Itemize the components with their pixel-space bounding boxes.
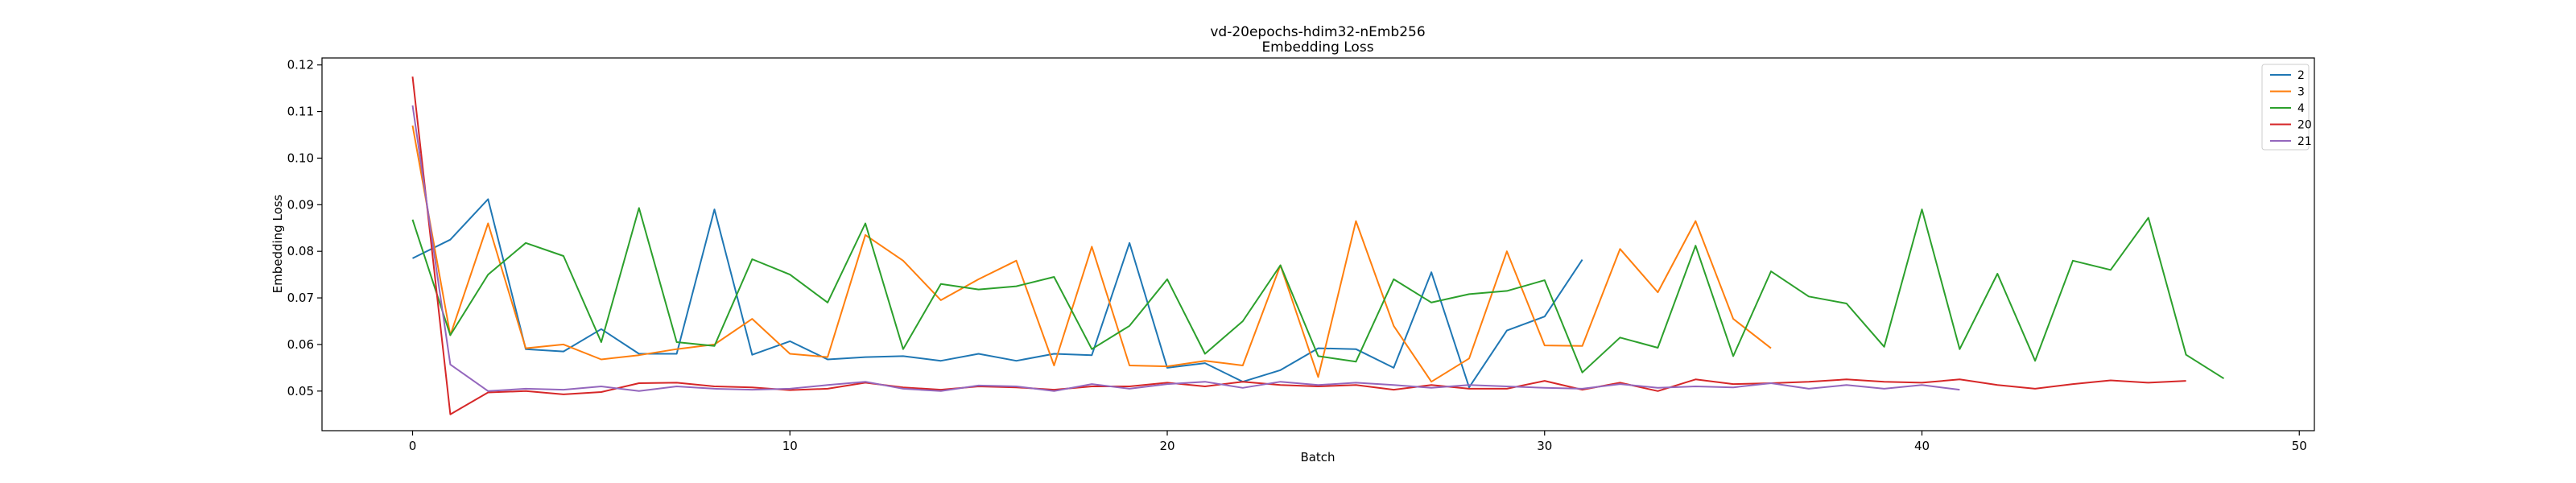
legend-label-20: 20	[2297, 119, 2312, 132]
y-tick-label: 0.09	[287, 197, 314, 212]
y-tick-label: 0.08	[287, 244, 314, 258]
y-tick-label: 0.06	[287, 337, 314, 352]
chart-subtitle: Embedding Loss	[1261, 39, 1373, 56]
y-axis-label: Embedding Loss	[270, 194, 285, 293]
y-tick-label: 0.12	[287, 58, 314, 72]
series-line-2	[412, 198, 1583, 389]
legend-label-2: 2	[2297, 69, 2305, 82]
x-tick-label: 50	[2292, 439, 2307, 453]
y-axis: 0.05 0.06 0.07 0.08 0.09 0.10 0.11 0.12	[287, 58, 322, 398]
y-tick-label: 0.11	[287, 105, 314, 119]
legend-label-21: 21	[2297, 135, 2312, 148]
legend-label-4: 4	[2297, 102, 2305, 115]
x-axis-label: Batch	[1300, 450, 1335, 464]
legend-label-3: 3	[2297, 86, 2305, 99]
x-tick-label: 10	[782, 439, 798, 453]
series-line-20	[411, 76, 2186, 415]
series-line-4	[411, 207, 2225, 380]
x-tick-label: 40	[1914, 439, 1930, 453]
y-tick-label: 0.05	[287, 384, 314, 398]
y-tick-label: 0.10	[287, 151, 314, 165]
x-tick-label: 20	[1159, 439, 1174, 453]
x-axis: 0 10 20 30 40 50	[409, 431, 2307, 453]
axes-frame	[321, 57, 2315, 431]
y-tick-label: 0.07	[287, 291, 314, 305]
legend: 2 3 4 20 21	[2261, 64, 2312, 151]
x-tick-label: 0	[409, 439, 417, 453]
series-layer	[411, 76, 2225, 415]
chart-title: vd-20epochs-hdim32-nEmb256	[1210, 24, 1425, 40]
series-line-3	[411, 125, 1772, 383]
plot-area	[321, 57, 2315, 431]
x-tick-label: 30	[1537, 439, 1552, 453]
series-line-21	[411, 105, 1960, 392]
